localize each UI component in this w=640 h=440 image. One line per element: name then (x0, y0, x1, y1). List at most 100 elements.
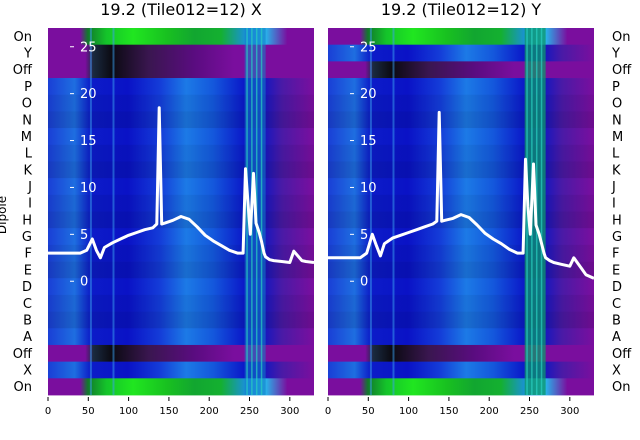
y-axis-label: Dipole (0, 196, 9, 234)
heatmap-row-2 (48, 61, 314, 79)
xtick-label-50: 50 (362, 406, 375, 417)
overlay-ytick-label-15: 15 (360, 134, 377, 149)
row-label-right-3: P (612, 80, 620, 95)
row-label-left-12: G (22, 230, 32, 245)
heatmap-stripe-0 (246, 28, 248, 395)
heatmap-row-19 (48, 344, 314, 363)
xtick-label-250: 250 (520, 406, 539, 417)
xtick-label-50: 50 (82, 406, 95, 417)
overlay-ytick-label-5: 5 (80, 228, 88, 243)
row-label-right-21: On (612, 380, 630, 395)
heatmap-row-21 (48, 378, 314, 396)
xtick-label-300: 300 (560, 406, 579, 417)
row-label-left-15: D (22, 280, 32, 295)
row-label-right-7: L (612, 147, 620, 162)
xtick-label-150: 150 (159, 406, 178, 417)
row-label-left-10: I (28, 197, 32, 212)
row-label-left-6: M (21, 130, 32, 145)
row-label-left-3: P (24, 80, 32, 95)
heatmap-vline-0 (369, 28, 372, 395)
row-label-right-1: Y (611, 47, 620, 62)
row-label-right-2: Off (612, 63, 632, 78)
overlay-ytick-label-10: 10 (360, 181, 377, 196)
heatmap-row-shade-16 (48, 294, 314, 312)
overlay-line-x (48, 106, 315, 264)
row-label-right-9: J (611, 180, 616, 195)
heatmap-row-2 (328, 61, 594, 79)
row-label-right-19: Off (612, 347, 632, 362)
overlay-line-y (328, 110, 595, 280)
row-label-left-1: Y (23, 47, 32, 62)
xtick-label-0: 0 (45, 406, 51, 417)
xtick-label-250: 250 (240, 406, 259, 417)
row-label-right-8: K (612, 163, 621, 178)
overlay-ytick-label-0: 0 (80, 275, 88, 290)
heatmap-row-shade-8 (48, 161, 314, 179)
overlay-ytick-label-5: 5 (360, 228, 368, 243)
row-label-left-8: K (23, 163, 32, 178)
overlay-ytick-label-20: 20 (360, 87, 377, 102)
heatmap-row-shade-5 (328, 111, 594, 129)
row-label-right-16: C (612, 297, 621, 312)
heatmap-row-shade-18 (48, 328, 314, 345)
heatmap-vline-1 (392, 28, 395, 395)
row-label-right-15: D (612, 280, 622, 295)
row-label-right-11: H (612, 213, 622, 228)
overlay-ytick-label-0: 0 (360, 275, 368, 290)
xtick-label-100: 100 (119, 406, 138, 417)
heatmap-stripe-3 (260, 28, 263, 395)
heatmap-row-20 (328, 361, 594, 379)
row-label-left-4: O (22, 97, 32, 112)
row-label-left-20: X (23, 363, 32, 378)
heatmap-row-shade-5 (48, 111, 314, 129)
heatmap-row-shade-18 (328, 328, 594, 345)
heatmap-row-shade-8 (328, 161, 594, 179)
heatmap-row-shade-17 (328, 311, 594, 329)
overlay-ytick-label-10: 10 (80, 181, 97, 196)
row-label-left-14: E (24, 263, 32, 278)
row-label-left-11: H (22, 213, 32, 228)
heatmap-row-shade-10 (48, 194, 314, 212)
heatmap-vline-1 (112, 28, 115, 395)
xtick-label-300: 300 (280, 406, 299, 417)
row-label-left-9: J (27, 180, 32, 195)
row-label-right-4: O (612, 97, 622, 112)
overlay-ytick-label-20: 20 (80, 87, 97, 102)
row-label-left-16: C (23, 297, 32, 312)
row-label-right-13: F (612, 247, 619, 262)
row-label-right-0: On (612, 30, 630, 45)
row-label-right-17: B (612, 313, 621, 328)
row-label-left-13: F (25, 247, 32, 262)
row-label-right-12: G (612, 230, 622, 245)
panel-title-right: 19.2 (Tile012=12) Y (380, 0, 542, 19)
overlay-ytick-label-25: 25 (360, 40, 377, 55)
overlay-ytick-label-15: 15 (80, 134, 97, 149)
heatmap-row-20 (48, 361, 314, 379)
heatmap-vline-0 (89, 28, 92, 395)
row-label-right-10: I (612, 197, 616, 212)
xtick-label-200: 200 (480, 406, 499, 417)
row-label-left-17: B (23, 313, 32, 328)
row-label-left-21: On (14, 380, 32, 395)
row-label-left-2: Off (13, 63, 33, 78)
xtick-label-100: 100 (399, 406, 418, 417)
xtick-label-200: 200 (200, 406, 219, 417)
row-label-left-18: A (23, 330, 32, 345)
xtick-label-0: 0 (325, 406, 331, 417)
heatmap-row-19 (328, 344, 594, 363)
heatmap-row-shade-17 (48, 311, 314, 329)
row-label-right-18: A (612, 330, 621, 345)
row-label-left-7: L (25, 147, 33, 162)
heatmap-row-shade-11 (48, 211, 314, 229)
row-label-right-20: X (612, 363, 621, 378)
row-label-left-0: On (14, 30, 32, 45)
overlay-ytick-label-25: 25 (80, 40, 97, 55)
row-label-right-14: E (612, 263, 620, 278)
row-label-left-5: N (22, 113, 32, 128)
panel-title-left: 19.2 (Tile012=12) X (100, 0, 262, 19)
heatmap-stripe-3 (540, 28, 543, 395)
heatmap-row-shade-10 (328, 194, 594, 212)
row-label-left-19: Off (13, 347, 33, 362)
